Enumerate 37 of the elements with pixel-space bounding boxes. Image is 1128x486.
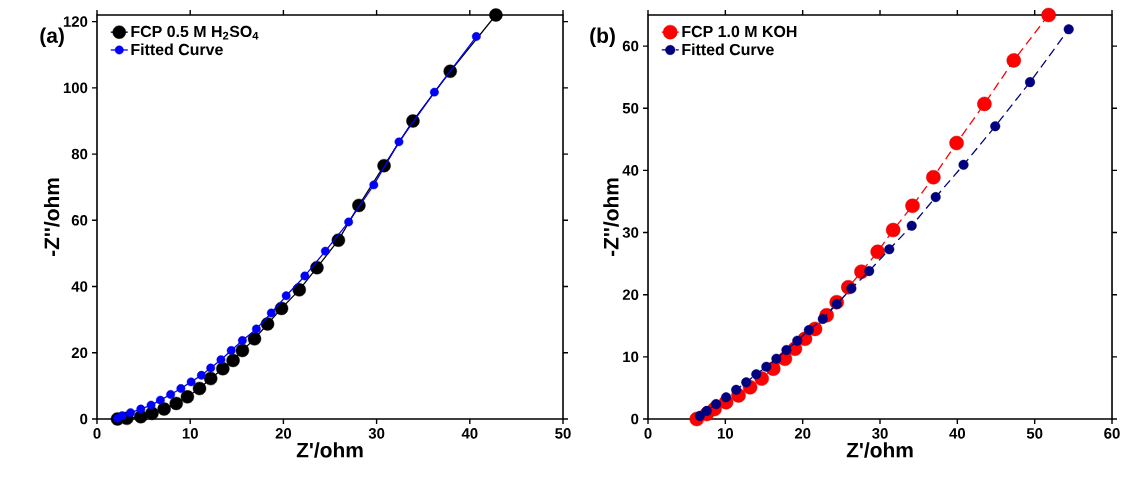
x-tick-label: 10 (182, 428, 198, 439)
y-tick-label: 20 (622, 289, 639, 300)
y-tick-label: 10 (623, 351, 639, 363)
x-tick-label: 60 (1104, 428, 1120, 439)
legend-label: FCP 1.0 M KOH (682, 25, 797, 38)
x-tick-label: 0 (644, 428, 652, 439)
text: (a) (40, 27, 64, 48)
y-tick-label: 60 (622, 40, 639, 52)
x-tick-label: 20 (794, 428, 811, 439)
x-tick-label: 10 (717, 428, 734, 439)
x-axis-title: Z'/ohm (296, 442, 363, 458)
y-tick-label: 40 (71, 281, 88, 292)
y-tick-label: 0 (80, 413, 88, 425)
x-tick-label: 20 (275, 428, 292, 439)
text: (b) (590, 27, 615, 48)
y-axis-title: -Z''/ohm (603, 178, 619, 257)
x-tick-label: 50 (1026, 428, 1043, 439)
x-tick-label: 50 (555, 428, 571, 439)
y-tick-label: 0 (631, 413, 639, 425)
y-tick-label: 50 (622, 102, 639, 114)
x-tick-label: 40 (461, 428, 478, 439)
x-axis-title: Z'/ohm (846, 442, 913, 458)
y-tick-label: 100 (63, 82, 88, 94)
x-tick-label: 30 (368, 428, 385, 439)
legend-label: Fitted Curve (682, 43, 774, 56)
x-tick-label: 40 (949, 428, 966, 439)
legend-label: FCP 0.5 M H$_{2}$SO$_{4}$ (131, 25, 259, 40)
y-tick-label: 120 (63, 16, 88, 27)
y-tick-label: 30 (622, 227, 639, 238)
y-tick-label: 40 (622, 165, 639, 176)
x-tick-label: 0 (93, 428, 101, 439)
y-tick-label: 80 (71, 148, 88, 160)
y-axis-title: -Z''/ohm (43, 178, 60, 257)
y-tick-label: 20 (71, 347, 88, 359)
y-tick-label: 60 (71, 215, 88, 226)
x-tick-label: 30 (872, 428, 888, 439)
legend-label: Fitted Curve (131, 43, 223, 56)
